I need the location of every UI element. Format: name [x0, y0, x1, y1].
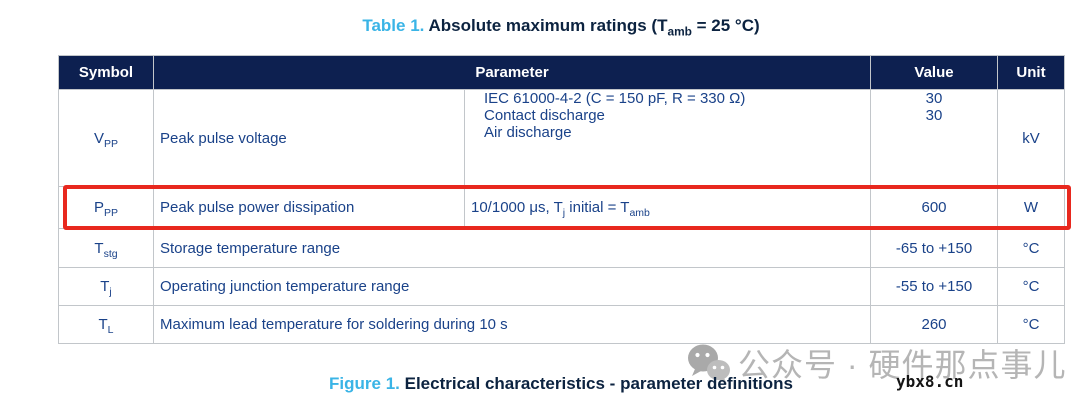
- column-header-symbol: Symbol: [58, 55, 154, 90]
- watermark-url: ybx8.cn: [896, 372, 964, 391]
- symbol-tstg: Tstg: [58, 228, 154, 268]
- wechat-icon: [686, 343, 732, 392]
- parameter-ppp: Peak pulse power dissipation: [153, 186, 465, 229]
- absolute-maximum-ratings-table: Symbol Parameter Value Unit VPP Peak pul…: [58, 55, 1066, 344]
- table-header-row: Symbol Parameter Value Unit: [58, 55, 1066, 90]
- value-tstg: -65 to +150: [870, 228, 999, 268]
- column-header-parameter: Parameter: [152, 55, 872, 90]
- unit-tj: °C: [997, 267, 1066, 306]
- table-row-tstg: Tstg Storage temperature range -65 to +1…: [58, 228, 1066, 268]
- parameter-tstg: Storage temperature range: [152, 228, 872, 268]
- symbol-vpp: VPP: [58, 89, 154, 187]
- value-vpp-contact: 30: [925, 90, 943, 107]
- figure-caption-number: Figure 1.: [329, 374, 400, 393]
- condition-contact-discharge: Contact discharge: [484, 107, 605, 124]
- figure-caption-text: Electrical characteristics - parameter d…: [399, 374, 793, 393]
- value-ppp: 600: [870, 186, 999, 229]
- table-caption-text-2: = 25 °C): [691, 16, 760, 35]
- figure-caption: Figure 1. Electrical characteristics - p…: [58, 374, 1064, 394]
- watermark-text: 公众号 · 硬件那点事儿: [738, 347, 1067, 383]
- parameter-vpp: Peak pulse voltage: [153, 89, 465, 187]
- unit-vpp: kV: [997, 89, 1066, 187]
- table-caption-subscript: amb: [667, 24, 692, 39]
- condition-air-discharge: Air discharge: [484, 124, 572, 141]
- column-header-unit: Unit: [997, 55, 1066, 90]
- parameter-tj: Operating junction temperature range: [152, 267, 872, 306]
- table-caption: Table 1. Absolute maximum ratings (Tamb …: [58, 16, 1064, 39]
- table-row-tl: TL Maximum lead temperature for solderin…: [58, 305, 1066, 344]
- value-vpp: 30 30: [870, 89, 999, 187]
- symbol-tj: Tj: [58, 267, 154, 306]
- table-row-vpp: VPP Peak pulse voltage IEC 61000-4-2 (C …: [58, 89, 1066, 187]
- unit-ppp: W: [997, 186, 1066, 229]
- conditions-ppp: 10/1000 μs, Tj initial = Tamb: [463, 186, 872, 229]
- watermark: 公众号 · 硬件那点事儿: [686, 343, 1066, 392]
- unit-tl: °C: [997, 305, 1066, 344]
- condition-iec: IEC 61000-4-2 (C = 150 pF, R = 330 Ω): [484, 90, 746, 107]
- conditions-vpp: IEC 61000-4-2 (C = 150 pF, R = 330 Ω) Co…: [463, 89, 872, 187]
- value-vpp-air: 30: [925, 107, 943, 124]
- column-header-value: Value: [870, 55, 999, 90]
- table-row-tj: Tj Operating junction temperature range …: [58, 267, 1066, 306]
- table-caption-number: Table 1.: [362, 16, 425, 35]
- value-tj: -55 to +150: [870, 267, 999, 306]
- table-row-ppp: PPP Peak pulse power dissipation 10/1000…: [58, 186, 1066, 229]
- symbol-ppp: PPP: [58, 186, 154, 229]
- symbol-tl: TL: [58, 305, 154, 344]
- value-tl: 260: [870, 305, 999, 344]
- parameter-tl: Maximum lead temperature for soldering d…: [152, 305, 872, 344]
- table-caption-text: Absolute maximum ratings (T: [424, 16, 668, 35]
- unit-tstg: °C: [997, 228, 1066, 268]
